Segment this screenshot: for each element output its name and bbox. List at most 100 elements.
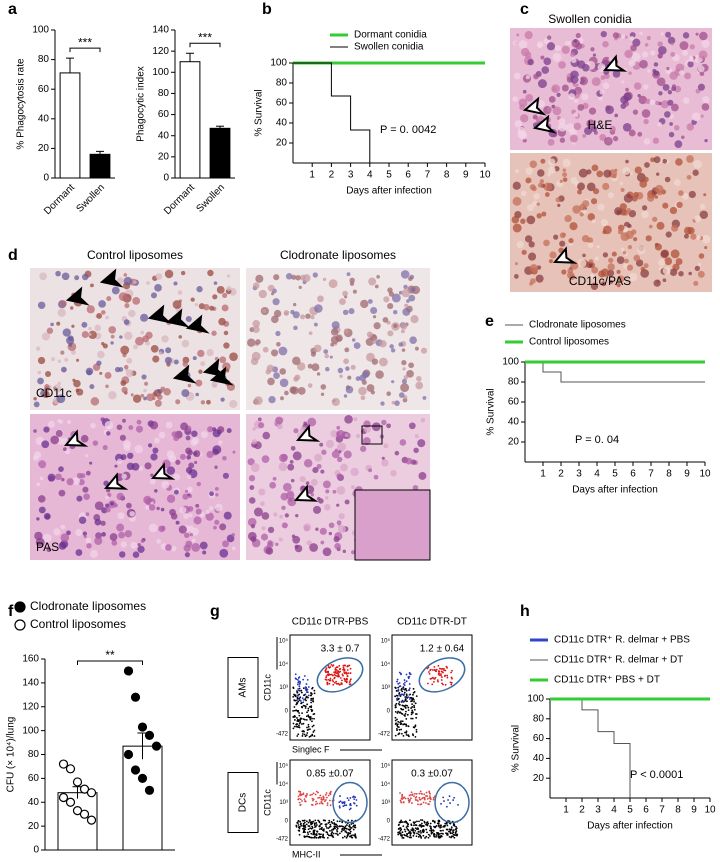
gate-value: 0.85 ±0.07 bbox=[306, 769, 354, 780]
event bbox=[348, 825, 351, 828]
event bbox=[299, 798, 302, 801]
event bbox=[310, 832, 313, 835]
event bbox=[300, 702, 302, 705]
cell bbox=[336, 503, 340, 507]
event bbox=[414, 735, 417, 738]
cell bbox=[116, 458, 123, 464]
cell bbox=[516, 33, 520, 37]
cell bbox=[675, 158, 683, 166]
cell bbox=[591, 266, 599, 274]
event bbox=[352, 834, 354, 837]
event bbox=[328, 826, 331, 828]
event bbox=[426, 667, 429, 670]
x-tick-label: 1 bbox=[540, 469, 546, 480]
event bbox=[299, 804, 302, 807]
event bbox=[315, 824, 318, 826]
cell bbox=[602, 182, 610, 191]
y-tick-label: 40 bbox=[38, 113, 50, 124]
cell bbox=[415, 381, 424, 390]
event bbox=[317, 791, 319, 794]
cell bbox=[43, 426, 50, 433]
event bbox=[292, 696, 295, 698]
cell bbox=[35, 346, 41, 351]
cell bbox=[347, 375, 352, 380]
event bbox=[306, 678, 309, 681]
cell bbox=[350, 364, 356, 370]
cell bbox=[131, 462, 140, 471]
event bbox=[439, 829, 442, 832]
panel-letter: b bbox=[262, 1, 272, 18]
cell bbox=[569, 222, 578, 231]
event bbox=[320, 801, 323, 804]
event bbox=[327, 678, 330, 681]
cell bbox=[185, 467, 193, 474]
event bbox=[400, 834, 403, 837]
event bbox=[399, 792, 401, 794]
cell bbox=[701, 39, 710, 48]
event bbox=[429, 825, 431, 828]
cell bbox=[58, 489, 66, 497]
panel-letter: h bbox=[520, 603, 530, 620]
cell bbox=[328, 531, 333, 536]
cell bbox=[620, 247, 625, 252]
cell bbox=[170, 512, 178, 520]
cell bbox=[514, 169, 519, 174]
cell bbox=[548, 95, 556, 103]
cell bbox=[360, 445, 367, 452]
x-tick-label: 4 bbox=[594, 469, 600, 480]
event bbox=[414, 821, 417, 824]
event bbox=[309, 794, 312, 797]
cell bbox=[564, 214, 572, 223]
event bbox=[304, 824, 306, 827]
event bbox=[297, 733, 300, 736]
cell bbox=[699, 31, 708, 41]
event bbox=[429, 798, 432, 801]
cell bbox=[114, 366, 121, 373]
cell bbox=[223, 511, 232, 520]
cell bbox=[398, 290, 403, 295]
cell bbox=[561, 232, 567, 237]
cell bbox=[150, 453, 158, 461]
data-point bbox=[123, 666, 134, 676]
cell bbox=[273, 512, 278, 517]
cell bbox=[342, 290, 348, 297]
cell bbox=[351, 550, 356, 555]
cell bbox=[75, 549, 83, 556]
cell bbox=[144, 381, 149, 386]
cell bbox=[66, 336, 75, 345]
cell bbox=[61, 272, 70, 281]
event bbox=[297, 688, 300, 690]
cell bbox=[671, 84, 677, 89]
cell bbox=[124, 530, 132, 538]
event bbox=[311, 725, 314, 728]
cell bbox=[111, 286, 120, 295]
y-tick-label: 20 bbox=[508, 437, 520, 448]
event bbox=[407, 829, 410, 832]
event bbox=[449, 802, 451, 804]
panel-letter: d bbox=[8, 247, 18, 264]
cell bbox=[633, 237, 638, 242]
cell bbox=[90, 422, 96, 429]
cell bbox=[220, 397, 225, 402]
cell bbox=[152, 355, 160, 363]
cell bbox=[548, 259, 553, 264]
cell bbox=[313, 505, 322, 514]
legend-label: Control liposomes bbox=[30, 617, 126, 631]
cell bbox=[316, 496, 321, 501]
cell bbox=[94, 501, 104, 511]
event bbox=[405, 730, 408, 733]
flow-tick-label: -472 bbox=[276, 732, 289, 738]
cell bbox=[546, 35, 552, 40]
event bbox=[318, 825, 321, 828]
cell bbox=[381, 419, 387, 426]
cell bbox=[543, 239, 550, 247]
cell bbox=[351, 485, 355, 490]
cell bbox=[73, 379, 81, 388]
cell bbox=[667, 90, 673, 95]
event bbox=[394, 704, 397, 707]
cell bbox=[60, 524, 66, 530]
event bbox=[302, 827, 304, 830]
event bbox=[416, 832, 418, 835]
cell bbox=[541, 66, 550, 74]
cell bbox=[281, 522, 288, 529]
